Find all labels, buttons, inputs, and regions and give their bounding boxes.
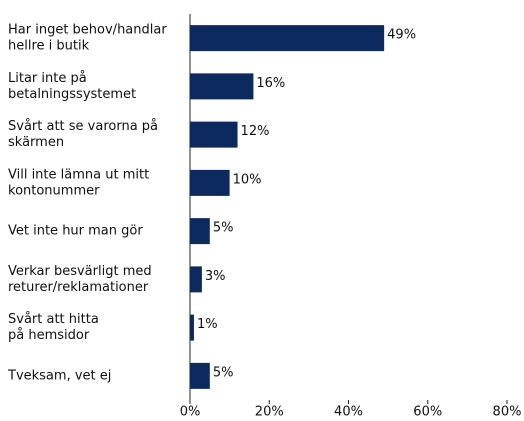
x-tick-label: 60%: [413, 405, 442, 420]
category-label: hellre i butik: [8, 39, 90, 54]
category-label: Litar inte på: [8, 71, 87, 86]
category-label: Tveksam, vet ej: [7, 368, 111, 383]
bar: [190, 266, 202, 293]
x-tick-label: 40%: [334, 405, 363, 420]
x-tick-label: 0%: [180, 405, 201, 420]
category-label: kontonummer: [8, 183, 100, 198]
bar: [190, 25, 385, 52]
value-label: 5%: [213, 221, 234, 236]
value-label: 49%: [387, 28, 416, 43]
category-label: Svårt att hitta: [8, 312, 99, 327]
bar: [190, 314, 194, 341]
bar: [190, 169, 230, 196]
category-label: Vill inte lämna ut mitt: [8, 167, 149, 182]
value-label: 3%: [205, 269, 226, 284]
bar: [190, 73, 254, 100]
value-label: 5%: [213, 365, 234, 380]
value-label: 16%: [256, 76, 285, 91]
category-label: Har inget behov/handlar: [8, 23, 167, 38]
bar: [190, 121, 238, 148]
category-label: betalningssystemet: [8, 87, 136, 102]
x-tick-label: 20%: [255, 405, 284, 420]
value-label: 12%: [241, 124, 270, 139]
bar: [190, 218, 210, 245]
category-label: returer/reklamationer: [8, 280, 149, 295]
bar: [190, 362, 210, 389]
value-label: 10%: [233, 172, 262, 187]
value-label: 1%: [197, 317, 218, 332]
category-label: Verkar besvärligt med: [8, 264, 152, 279]
category-label: Vet inte hur man gör: [8, 224, 143, 239]
x-tick-label: 80%: [493, 405, 522, 420]
category-label: skärmen: [8, 135, 64, 150]
category-label: på hemsidor: [8, 328, 90, 343]
category-label: Svårt att se varorna på: [8, 119, 158, 134]
